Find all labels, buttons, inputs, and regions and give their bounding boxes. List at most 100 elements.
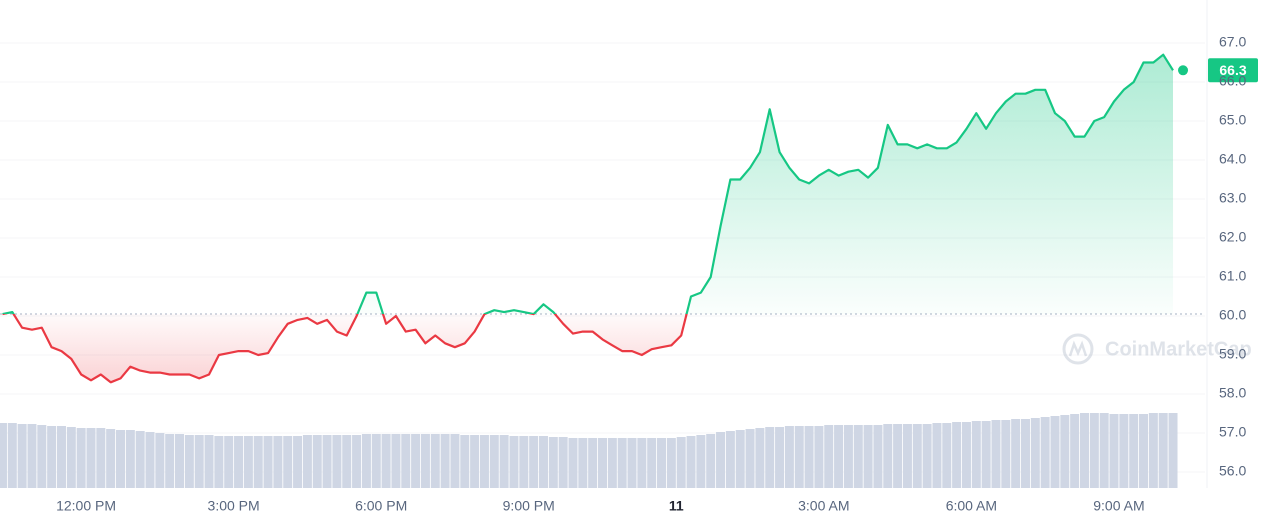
volume-bar	[243, 436, 253, 488]
volume-bar	[224, 436, 234, 488]
volume-bar	[135, 431, 145, 488]
volume-bar	[1070, 414, 1080, 488]
volume-bar	[598, 438, 607, 488]
volume-bar	[1050, 416, 1060, 488]
volume-bar	[863, 425, 873, 488]
volume-bar	[489, 435, 499, 488]
volume-bar	[775, 427, 785, 488]
volume-bar	[361, 434, 371, 488]
volume-bar	[175, 434, 185, 488]
volume-bar	[814, 426, 824, 488]
volume-bar	[214, 436, 224, 488]
volume-bar	[686, 436, 696, 488]
volume-bar	[952, 422, 962, 488]
volume-bar	[401, 434, 411, 488]
volume-bar	[706, 434, 716, 488]
volume-bar	[420, 434, 430, 488]
volume-bar	[184, 435, 194, 488]
volume-bar	[302, 435, 312, 488]
volume-bar	[37, 425, 47, 488]
volume-bar	[1080, 413, 1089, 488]
volume-bar	[853, 425, 863, 488]
volume-bar	[716, 432, 726, 488]
volume-bar	[194, 435, 204, 488]
x-tick-label: 11	[669, 498, 684, 514]
volume-bar	[1040, 417, 1050, 488]
volume-bar	[312, 435, 322, 488]
plot: 66.3	[0, 53, 1258, 384]
volume	[0, 413, 1178, 488]
volume-bar	[1089, 413, 1099, 488]
x-tick-label: 6:00 PM	[355, 498, 407, 514]
volume-bar	[725, 431, 735, 488]
volume-bar	[519, 436, 529, 488]
volume-bar	[1060, 415, 1070, 488]
volume-bar	[1020, 419, 1030, 488]
volume-bar	[676, 437, 686, 488]
volume-bar	[66, 427, 76, 488]
volume-bar	[893, 424, 903, 488]
volume-bar	[470, 435, 480, 488]
price-area	[2, 54, 1174, 383]
volume-bar	[253, 436, 263, 488]
volume-bar	[509, 436, 519, 488]
price-line	[2, 53, 1174, 384]
y-tick-label: 63.0	[1219, 190, 1246, 206]
volume-bar	[76, 428, 86, 488]
volume-bar	[1158, 413, 1168, 488]
volume-bar	[342, 435, 352, 488]
volume-bar	[17, 424, 27, 488]
volume-bar	[116, 430, 125, 488]
volume-bar	[155, 433, 165, 488]
volume-bar	[145, 432, 155, 488]
volume-bar	[450, 434, 460, 488]
volume-bar	[568, 438, 578, 488]
volume-bar	[273, 436, 283, 488]
volume-bar	[745, 429, 755, 488]
volume-bar	[627, 438, 637, 488]
volume-bar	[1011, 419, 1021, 488]
volume-bar	[371, 434, 381, 488]
volume-bar	[883, 424, 893, 488]
volume-bar	[991, 420, 1001, 488]
volume-bar	[47, 426, 57, 488]
volume-bar	[106, 429, 116, 488]
volume-bar	[283, 436, 293, 488]
volume-bar	[981, 421, 991, 488]
volume-bar	[499, 435, 509, 488]
volume-bar	[548, 437, 558, 488]
volume-bar	[479, 435, 489, 488]
volume-bar	[932, 423, 942, 488]
volume-bar	[352, 435, 362, 488]
x-tick-label: 3:00 PM	[208, 498, 260, 514]
watermark-logo-m	[1068, 340, 1088, 357]
volume-bar	[942, 423, 952, 488]
volume-bar	[735, 430, 745, 488]
y-tick-label: 64.0	[1219, 151, 1246, 167]
volume-bar	[411, 434, 421, 488]
volume-bar	[922, 424, 932, 488]
volume-bar	[1099, 413, 1109, 488]
volume-bar	[755, 428, 765, 488]
y-tick-label: 66.0	[1219, 73, 1246, 89]
y-tick-label: 62.0	[1219, 229, 1246, 245]
x-tick-label: 9:00 AM	[1093, 498, 1144, 514]
volume-bar	[588, 438, 598, 488]
volume-bar	[125, 430, 135, 488]
x-tick-label: 6:00 AM	[946, 498, 997, 514]
volume-bar	[637, 438, 647, 488]
volume-bar	[234, 436, 244, 488]
volume-bar	[794, 426, 804, 488]
y-tick-label: 65.0	[1219, 112, 1246, 128]
volume-bar	[165, 434, 175, 488]
volume-bar	[1001, 420, 1011, 488]
x-tick-label: 12:00 PM	[56, 498, 116, 514]
volume-bar	[558, 437, 568, 488]
volume-bar	[96, 428, 106, 488]
volume-bar	[657, 438, 667, 488]
volume-bar	[391, 434, 401, 488]
volume-bar	[440, 434, 450, 488]
volume-bar	[56, 426, 66, 488]
watermark-text: CoinMarketCap	[1105, 338, 1252, 360]
